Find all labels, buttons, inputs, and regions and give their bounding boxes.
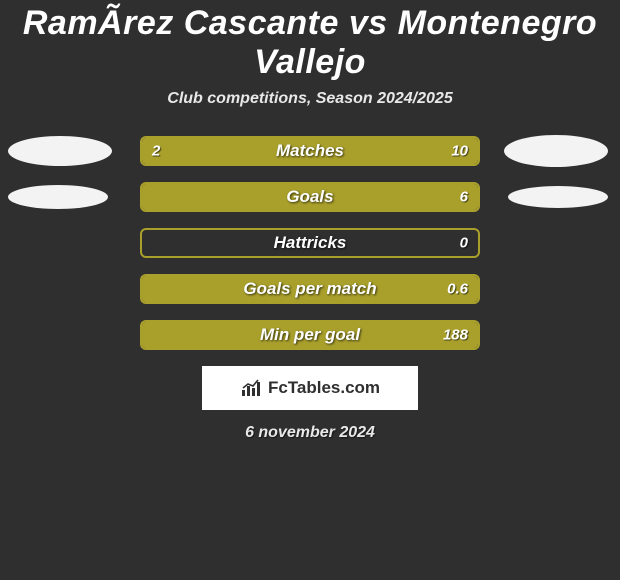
brand-badge: FcTables.com [202,366,418,410]
bar-right-fill [142,276,478,302]
value-right: 0.6 [447,281,468,298]
bar-right-fill [142,184,478,210]
metric-row: 0 Hattricks [0,228,620,258]
player-avatar-left [8,185,108,209]
page-title: RamÃ­rez Cascante vs Montenegro Vallejo [0,4,620,88]
bar-track: 188 Min per goal [140,320,480,350]
player-avatar-left [8,136,112,166]
subtitle: Club competitions, Season 2024/2025 [0,90,620,108]
value-left: 2 [152,143,160,160]
bar-left-fill [142,138,198,164]
value-right: 6 [460,189,468,206]
value-right: 0 [460,235,468,252]
metric-row: 0.6 Goals per match [0,274,620,304]
metric-row: 6 Goals [0,182,620,212]
bar-track: 6 Goals [140,182,480,212]
date-label: 6 november 2024 [0,424,620,442]
chart-icon [240,378,264,398]
player-avatar-right [504,135,608,167]
brand-text: FcTables.com [268,378,380,398]
metric-label: Hattricks [142,233,478,253]
comparison-infographic: RamÃ­rez Cascante vs Montenegro Vallejo … [0,0,620,580]
bar-track: 0.6 Goals per match [140,274,480,304]
value-right: 188 [443,327,468,344]
bar-right-fill [198,138,478,164]
player-avatar-right [508,186,608,208]
comparison-chart: 2 10 Matches 6 Goals 0 Hattricks [0,136,620,350]
bar-right-fill [142,322,478,348]
metric-row: 188 Min per goal [0,320,620,350]
value-right: 10 [451,143,468,160]
bar-track: 0 Hattricks [140,228,480,258]
bar-track: 2 10 Matches [140,136,480,166]
metric-row: 2 10 Matches [0,136,620,166]
